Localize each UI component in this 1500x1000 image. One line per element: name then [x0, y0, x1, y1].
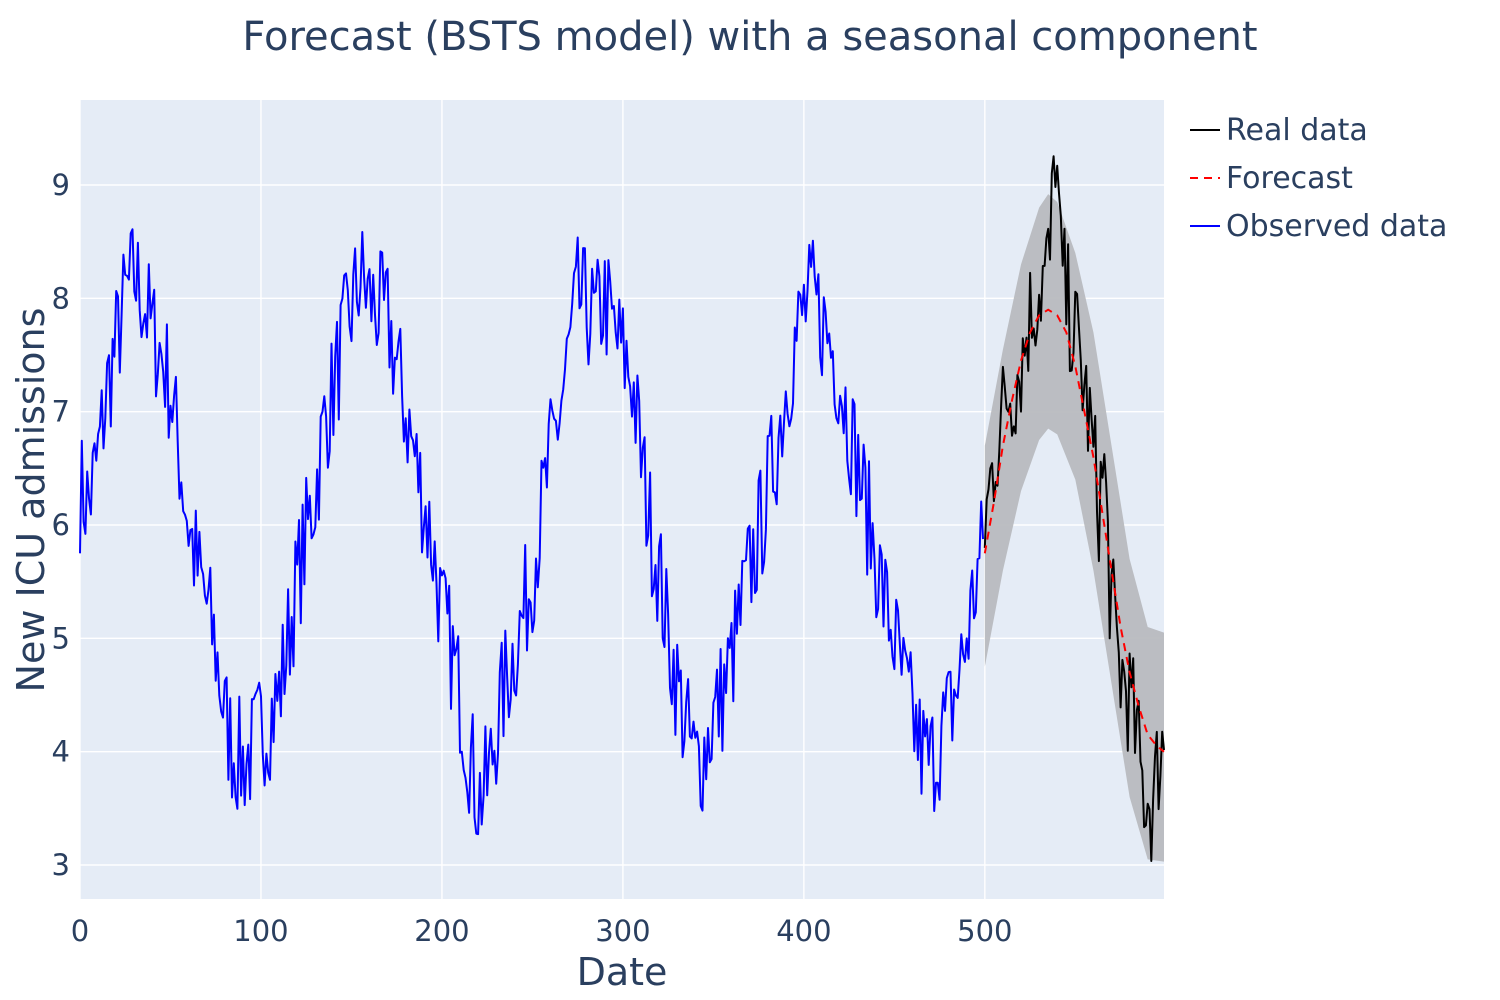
- series-line: [79, 228, 984, 836]
- legend-label: Observed data: [1226, 209, 1447, 244]
- x-tick-label: 100: [233, 914, 288, 948]
- x-axis-title: Date: [577, 950, 668, 994]
- x-tick-label: 500: [957, 914, 1012, 948]
- y-tick-labels: 3 4 5 6 7 8 9: [52, 168, 70, 882]
- y-tick-label: 4: [52, 735, 70, 769]
- y-axis-title: New ICU admissions: [9, 308, 53, 693]
- series-line: [983, 155, 1165, 862]
- y-tick-label: 7: [52, 395, 70, 429]
- x-tick-label: 300: [595, 914, 650, 948]
- x-tick-label: 200: [414, 914, 469, 948]
- legend-item[interactable]: Forecast: [1190, 161, 1353, 196]
- series-line: [983, 308, 1165, 753]
- y-tick-label: 9: [52, 168, 70, 202]
- legend-item[interactable]: Observed data: [1190, 209, 1447, 244]
- y-gridlines: [80, 184, 1164, 866]
- y-tick-label: 5: [52, 621, 70, 655]
- x-tick-labels: 0 100 200 300 400 500: [71, 914, 1013, 948]
- plot-layer: [79, 155, 1165, 862]
- y-tick-label: 3: [52, 848, 70, 882]
- y-tick-label: 8: [52, 281, 70, 315]
- x-tick-label: 0: [71, 914, 89, 948]
- y-tick-label: 6: [52, 508, 70, 542]
- legend-item[interactable]: Real data: [1190, 113, 1368, 148]
- legend-label: Forecast: [1226, 161, 1353, 196]
- legend[interactable]: Real data Forecast Observed data: [1190, 113, 1447, 244]
- chart-title: Forecast (BSTS model) with a seasonal co…: [242, 14, 1257, 60]
- legend-label: Real data: [1226, 113, 1368, 148]
- x-tick-label: 400: [776, 914, 831, 948]
